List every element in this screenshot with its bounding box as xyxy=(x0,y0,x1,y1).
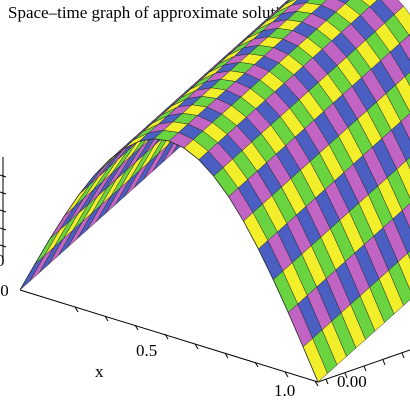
surface-patch xyxy=(406,157,410,170)
x-axis-label: x xyxy=(95,362,104,381)
x-axis-tick xyxy=(284,371,289,378)
t-axis-tick xyxy=(401,352,405,359)
x-tick-label-1-0: 1.0 xyxy=(274,381,295,400)
left-vertical-axis-tick xyxy=(0,244,7,248)
x-axis-tick xyxy=(224,352,229,359)
x-axis-tick xyxy=(104,315,109,322)
left-vertical-axis-tick xyxy=(0,209,7,213)
surface-mesh xyxy=(19,0,410,383)
x-axis-line xyxy=(19,289,319,383)
left-vertical-axis-tick xyxy=(0,174,7,178)
x-axis-tick xyxy=(74,306,79,313)
surface-front-edge xyxy=(19,138,319,383)
axes-group xyxy=(0,157,410,387)
chart-title: Space–time graph of approximate solution xyxy=(8,3,297,22)
t-axis-tick xyxy=(344,372,348,379)
x-axis-tick xyxy=(164,333,169,340)
x-axis-tick xyxy=(314,380,319,387)
left-vertical-axis-tick xyxy=(0,191,7,195)
t-axis-tick xyxy=(325,378,329,385)
partial-left-edge-label: 0 xyxy=(0,251,5,270)
x-axis-tick xyxy=(254,361,259,368)
surface-patch xyxy=(401,203,410,230)
t-tick-label-0-00: 0.00 xyxy=(337,372,367,391)
partial-left-axis-value: .0 xyxy=(0,281,9,300)
x-tick-label-0-5: 0.5 xyxy=(136,341,157,360)
x-axis-tick xyxy=(134,324,139,331)
surface-patch xyxy=(19,255,45,291)
surface-patch xyxy=(404,71,410,87)
t-axis-tick xyxy=(363,365,367,372)
t-axis-tick xyxy=(382,359,386,366)
x-axis-tick xyxy=(194,343,199,350)
surface-patch xyxy=(400,113,410,141)
left-vertical-axis-tick xyxy=(0,227,7,231)
